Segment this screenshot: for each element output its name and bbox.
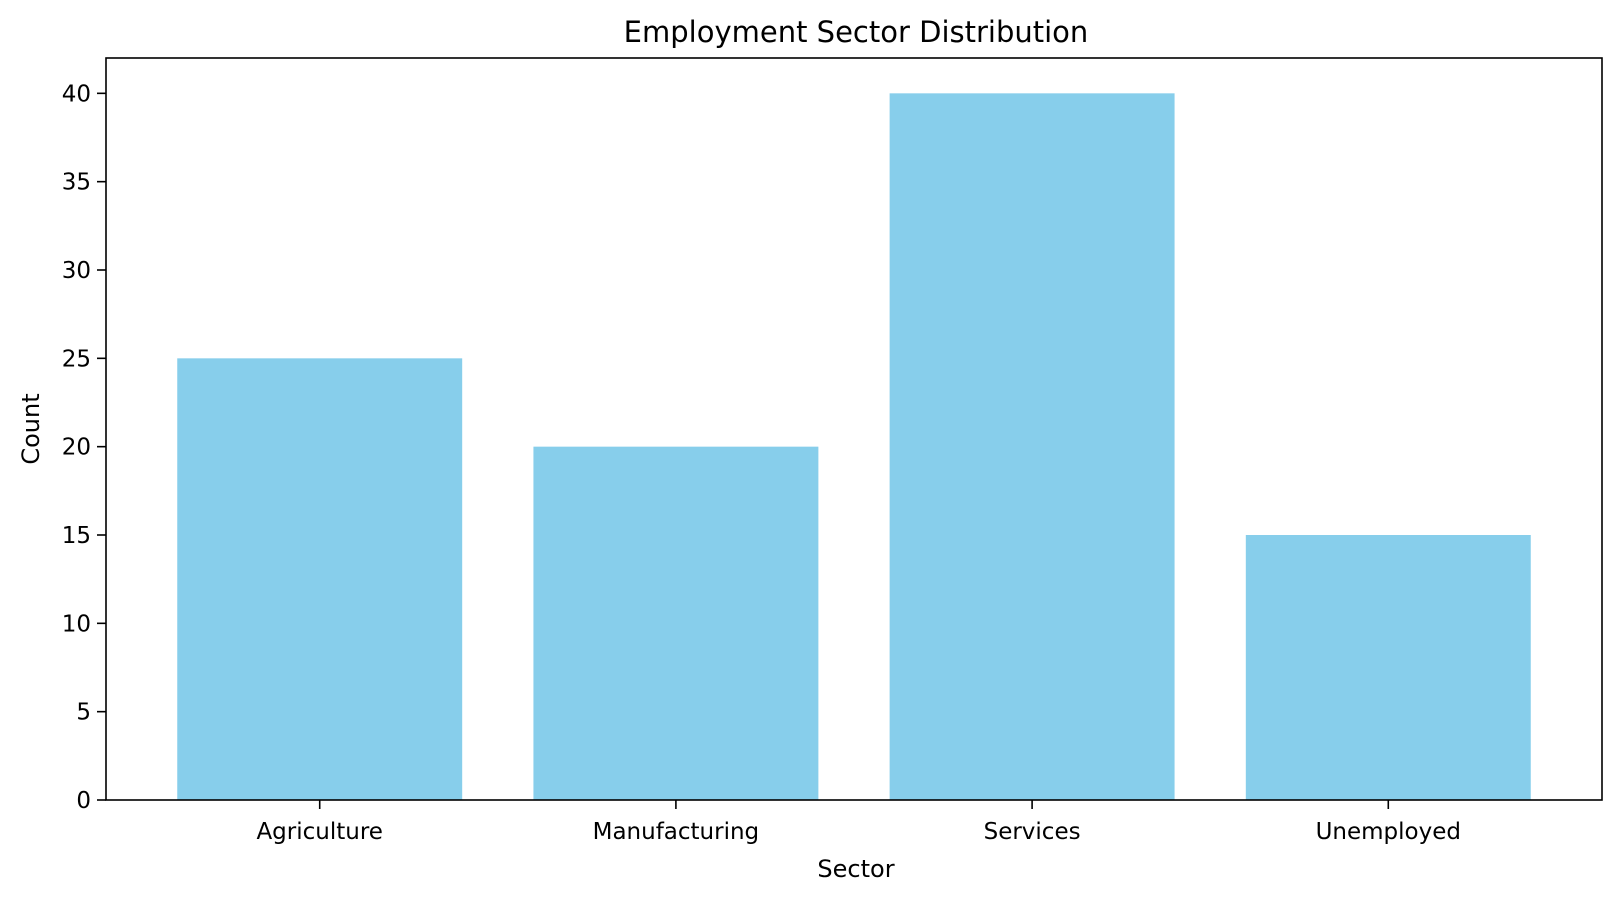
bar-unemployed [1245, 535, 1531, 800]
y-tick-label: 40 [62, 81, 91, 107]
x-tick-label: Unemployed [1316, 819, 1461, 845]
x-axis: Agriculture Manufacturing Services Unemploy… [256, 800, 1461, 845]
y-tick-label: 0 [76, 788, 91, 814]
y-tick-label: 15 [62, 523, 91, 549]
y-tick-label: 35 [62, 170, 91, 196]
y-tick-label: 25 [62, 346, 91, 372]
bar-services [889, 93, 1175, 801]
plot-frame [105, 57, 1603, 801]
y-tick-label: 20 [62, 435, 91, 461]
x-tick-label: Services [984, 819, 1081, 845]
y-axis: 0 5 10 15 20 25 30 35 40 [62, 81, 106, 814]
y-tick-label: 5 [76, 700, 91, 726]
bar-manufacturing [533, 446, 819, 800]
bar-agriculture [177, 358, 463, 800]
x-axis-label: Sector [817, 855, 894, 883]
bars-group [177, 93, 1531, 801]
y-axis-label: Count [17, 393, 45, 464]
x-tick-label: Agriculture [256, 819, 383, 845]
y-tick-label: 30 [62, 258, 91, 284]
x-tick-label: Manufacturing [593, 819, 760, 845]
y-tick-label: 10 [62, 611, 91, 637]
chart-title: Employment Sector Distribution [624, 15, 1089, 49]
